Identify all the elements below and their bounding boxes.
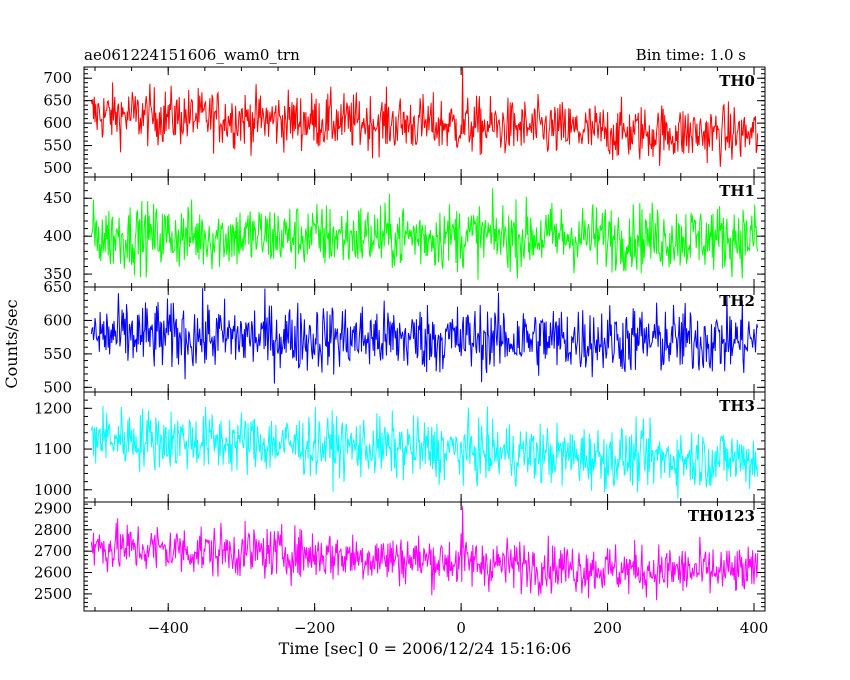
y-tick-label: 1100 <box>34 440 72 458</box>
panel-th1: 350 400 450 TH1 <box>43 176 766 288</box>
y-tick-label: 400 <box>43 227 72 245</box>
x-tick-label: −200 <box>294 619 335 637</box>
y-tick-label: 600 <box>43 114 72 132</box>
series-line-th3 <box>90 405 759 499</box>
y-axis-title: Counts/sec <box>2 299 21 388</box>
panel-th3: 1000 1100 1200 TH3 <box>34 391 766 503</box>
panel-th0123: 2500 2600 2700 2800 2900 TH0123 <box>34 499 766 612</box>
x-axis-title: Time [sec] 0 = 2006/12/24 15:16:06 <box>279 639 572 658</box>
y-tick-label: 2600 <box>34 564 72 582</box>
panel-th2: 500 550 600 650 TH2 <box>43 278 766 396</box>
panels-group: 500 550 600 650 700 TH0 350 400 450 TH1 500 550 600 6… <box>34 66 766 612</box>
y-tick-label: 550 <box>43 345 72 363</box>
y-tick-label: 1000 <box>34 481 72 499</box>
y-tick-label: 2900 <box>34 499 72 517</box>
y-tick-label: 700 <box>43 69 72 87</box>
x-tick-label: 200 <box>593 619 622 637</box>
bin-time-label: Bin time: 1.0 s <box>636 46 746 64</box>
panel-label: TH3 <box>719 397 755 415</box>
y-tick-label: 650 <box>43 278 72 296</box>
y-tick-label: 500 <box>43 378 72 396</box>
series-line-th1 <box>90 188 759 280</box>
y-tick-label: 2800 <box>34 521 72 539</box>
panel-th0: 500 550 600 650 700 TH0 <box>43 66 766 178</box>
y-tick-label: 600 <box>43 311 72 329</box>
panel-label: TH0 <box>719 72 755 90</box>
x-tick-label: 0 <box>456 619 466 637</box>
series-line-th0 <box>90 67 759 167</box>
y-tick-label: 650 <box>43 92 72 110</box>
series-line-th0123 <box>90 506 759 601</box>
y-tick-label: 550 <box>43 137 72 155</box>
y-tick-label: 500 <box>43 159 72 177</box>
y-tick-label: 1200 <box>34 399 72 417</box>
y-tick-label: 2700 <box>34 542 72 560</box>
x-axis: −400 −200 0 200 400 <box>148 619 769 637</box>
x-tick-label: −400 <box>148 619 189 637</box>
panel-label: TH2 <box>719 292 755 310</box>
panel-label: TH0123 <box>688 507 755 525</box>
panel-label: TH1 <box>719 182 755 200</box>
y-tick-label: 2500 <box>34 585 72 603</box>
y-tick-label: 450 <box>43 189 72 207</box>
x-tick-label: 400 <box>740 619 769 637</box>
chart-title: ae061224151606_wam0_trn <box>84 46 300 64</box>
y-tick-label: 350 <box>43 265 72 283</box>
series-line-th2 <box>90 288 759 384</box>
